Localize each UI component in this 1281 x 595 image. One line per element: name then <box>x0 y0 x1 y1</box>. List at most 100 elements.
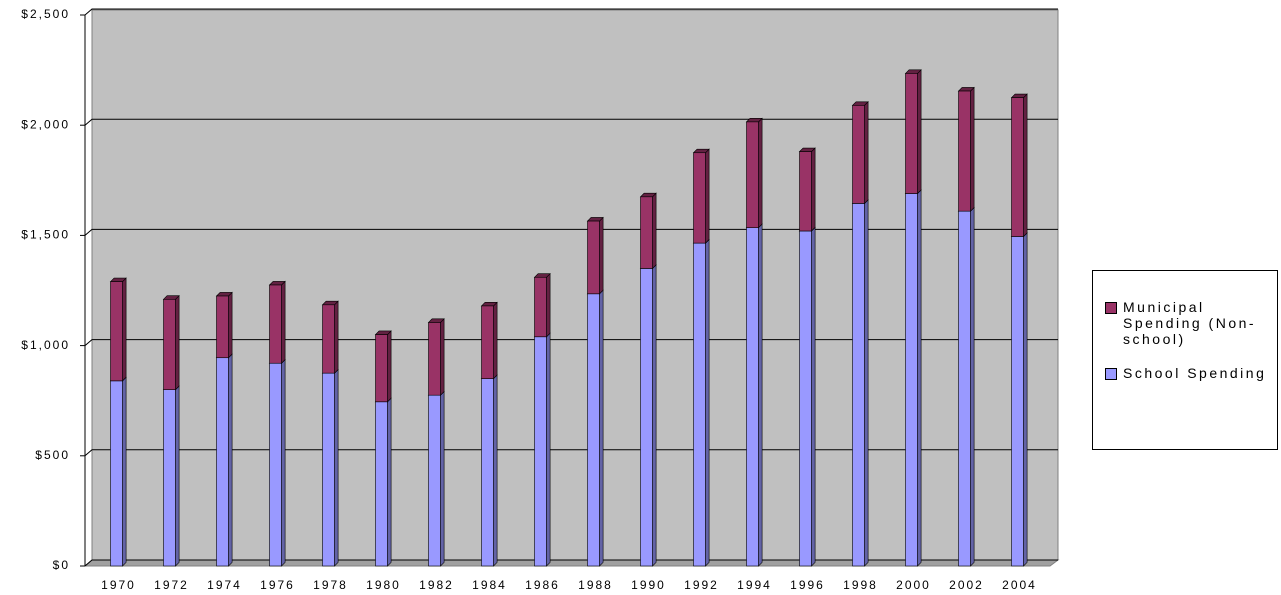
bar-side <box>864 101 869 205</box>
bar-side <box>546 272 551 338</box>
bar <box>799 230 812 567</box>
x-tick-label: 1980 <box>366 578 401 592</box>
bar <box>375 401 388 567</box>
x-tick-label: 2000 <box>896 578 931 592</box>
bar-side <box>970 206 975 567</box>
grid-line <box>84 339 1058 346</box>
bar <box>163 389 176 567</box>
y-tick-label: $1,000 <box>21 338 70 352</box>
x-tick-label: 1976 <box>260 578 295 592</box>
x-tick-label: 1990 <box>631 578 666 592</box>
grid-line <box>84 449 1058 457</box>
bar <box>428 394 441 567</box>
x-tick-label: 1986 <box>525 578 560 592</box>
legend-label: School Spending <box>1123 365 1267 381</box>
bar <box>481 305 494 379</box>
bar-side <box>1023 232 1028 567</box>
bar <box>269 362 282 567</box>
bar <box>375 334 388 403</box>
bar-side <box>440 318 445 396</box>
grid-line <box>84 559 1058 567</box>
bar-side <box>334 368 339 567</box>
bar <box>640 268 653 567</box>
bar-side <box>122 376 127 567</box>
legend-item: Municipal Spending (Non-school) <box>1105 299 1269 347</box>
bar <box>693 242 706 567</box>
bar <box>428 322 441 396</box>
bar-side <box>387 330 392 403</box>
bar <box>958 90 971 212</box>
bar <box>640 196 653 269</box>
x-tick-label: 1972 <box>154 578 189 592</box>
bar <box>269 284 282 364</box>
bar <box>110 380 123 567</box>
grid-line <box>84 228 1058 236</box>
bar-side <box>281 358 286 567</box>
bar-side <box>652 264 657 567</box>
bar-side <box>599 289 604 567</box>
bar-side <box>917 69 922 195</box>
x-tick-label: 2002 <box>949 578 984 592</box>
bar-side <box>440 390 445 567</box>
bar <box>799 151 812 232</box>
bar-side <box>228 353 233 567</box>
bar <box>852 203 865 567</box>
y-tick-label: $2,000 <box>21 117 70 131</box>
x-tick-label: 1974 <box>207 578 242 592</box>
x-tick-label: 1992 <box>684 578 719 592</box>
bar <box>746 227 759 567</box>
bar-side <box>864 199 869 567</box>
bar <box>958 210 971 567</box>
bar <box>852 105 865 204</box>
grid-line <box>84 118 1058 126</box>
bar <box>110 281 123 382</box>
x-tick-label: 2004 <box>1002 578 1037 592</box>
bar-side <box>652 192 657 270</box>
bar <box>905 193 918 567</box>
y-tick-label: $500 <box>35 448 70 462</box>
chart: $0 $500 $1,000 $1,500 $2,000 $2,500 1970 1972 19… <box>21 7 1060 592</box>
bar-side <box>917 189 922 567</box>
bar <box>481 378 494 567</box>
bar <box>322 304 335 374</box>
legend: Municipal Spending (Non-school) School Sp… <box>1092 270 1278 450</box>
x-tick-label: 1994 <box>737 578 772 592</box>
legend-swatch <box>1105 302 1117 314</box>
bar-side <box>175 385 180 567</box>
bar <box>216 357 229 567</box>
bar-side <box>281 280 286 364</box>
y-tick-label: $0 <box>53 558 70 572</box>
bar-side <box>334 300 339 374</box>
bar-side <box>811 147 816 232</box>
bar <box>163 299 176 390</box>
bar-side <box>1023 93 1028 238</box>
x-tick-label: 1984 <box>472 578 507 592</box>
legend-label: Municipal Spending (Non-school) <box>1123 299 1257 347</box>
bar <box>216 295 229 359</box>
x-tick-label: 1970 <box>101 578 136 592</box>
bar <box>534 336 547 567</box>
bar <box>746 121 759 228</box>
bar <box>905 73 918 194</box>
bar <box>587 293 600 567</box>
bar-side <box>705 148 710 244</box>
bar-side <box>546 332 551 567</box>
x-tick-label: 1982 <box>419 578 454 592</box>
legend-item: School Spending <box>1105 365 1269 381</box>
bar-side <box>758 117 763 229</box>
bar-side <box>705 238 710 567</box>
bar <box>1011 236 1024 567</box>
legend-swatch <box>1105 368 1117 380</box>
x-tick-label: 1996 <box>790 578 825 592</box>
grid-line <box>84 8 1058 16</box>
y-tick-label: $2,500 <box>21 7 70 21</box>
bar-side <box>493 374 498 567</box>
bar-side <box>228 291 233 359</box>
bar <box>1011 97 1024 237</box>
y-tick-label: $1,500 <box>21 228 70 242</box>
bar-side <box>811 226 816 567</box>
bar-side <box>758 223 763 567</box>
x-tick-label: 1998 <box>843 578 878 592</box>
bar-side <box>970 86 975 212</box>
